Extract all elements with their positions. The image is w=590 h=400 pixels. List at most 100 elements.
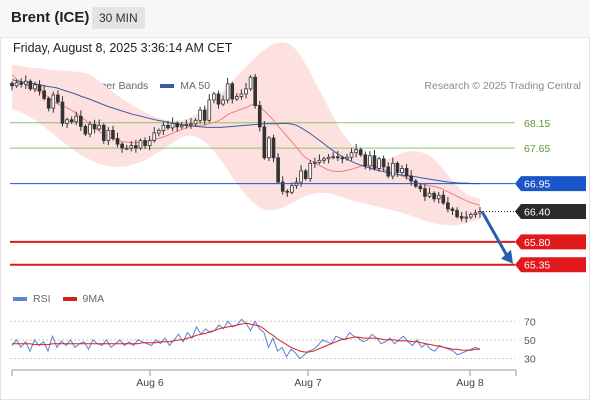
timeframe-button[interactable]: 30 MIN [92, 7, 145, 29]
candle-down [423, 188, 427, 197]
candle-down [404, 168, 409, 177]
candle-up [322, 158, 326, 161]
candle-down [418, 185, 423, 190]
legend-ma50: MA 50 [160, 80, 210, 92]
candle-up [377, 158, 381, 169]
candle-down [83, 125, 88, 135]
rsi-ma-line [12, 322, 480, 353]
candle-up [161, 124, 166, 131]
candle-down [285, 190, 290, 193]
support-label: 65.35 [524, 260, 550, 272]
candle-down [10, 82, 14, 87]
candle-up [345, 156, 349, 160]
candle-up [244, 88, 248, 95]
legend-rsi-ma: 9MA [62, 293, 105, 305]
candle-up [235, 96, 239, 100]
candle-down [46, 98, 51, 109]
candle-down [216, 93, 221, 105]
candle-up [129, 145, 134, 149]
candle-up [23, 80, 28, 85]
candle-down [166, 124, 170, 129]
candle-down [358, 149, 363, 156]
candle-down [450, 208, 455, 211]
candle-down [19, 82, 23, 85]
candle-down [381, 158, 386, 168]
candle-up [221, 99, 225, 105]
candle-up [147, 140, 152, 147]
candle-up [170, 122, 175, 129]
candle-up [124, 147, 129, 150]
candle-down [455, 210, 459, 217]
candle-up [198, 109, 202, 121]
candle-down [60, 101, 65, 124]
candle-down [253, 76, 257, 106]
rsi-ma-swatch [62, 297, 77, 301]
candle-up [354, 149, 358, 154]
candle-down [101, 124, 106, 141]
candle-down [363, 154, 368, 167]
candle-down [432, 192, 436, 200]
candle-up [106, 130, 111, 141]
candle-down [409, 175, 413, 182]
candle-up [391, 162, 395, 177]
timestamp: Friday, August 8, 2025 3:36:14 AM CET [13, 41, 233, 55]
candle-down [56, 94, 60, 103]
candle-down [280, 181, 285, 192]
candle-up [212, 93, 216, 101]
candle-up [290, 185, 294, 193]
candle-up [51, 94, 56, 109]
candle-up [239, 93, 244, 97]
candle-up [299, 170, 303, 183]
candle-up [267, 137, 271, 159]
candle-down [441, 194, 446, 204]
support-tag [515, 257, 586, 273]
last-label: 66.40 [524, 207, 550, 219]
candle-up [97, 124, 101, 130]
candle-up [179, 124, 184, 128]
resistance-label: 68.15 [524, 118, 550, 130]
candle-down [120, 143, 124, 149]
pivot-tag [515, 176, 586, 192]
candle-down [257, 105, 262, 128]
candle-down [271, 137, 276, 159]
ma50-swatch [160, 84, 175, 88]
legend-rsi-ma-label: 9MA [82, 293, 105, 305]
candle-up [74, 115, 79, 123]
candle-down [230, 83, 235, 100]
x-tick-label: Aug 8 [456, 377, 484, 389]
candle-up [88, 123, 92, 135]
candle-up [248, 76, 253, 90]
candle-down [372, 155, 377, 169]
candle-down [175, 122, 179, 128]
rsi-legend: RSI 9MA [13, 293, 116, 305]
support-tag [515, 234, 586, 250]
legend-ma50-label: MA 50 [180, 80, 211, 92]
candle-down [42, 90, 46, 99]
candle-up [138, 140, 143, 149]
candle-up [152, 132, 157, 141]
candle-up [469, 214, 473, 218]
candle-up [326, 156, 331, 160]
support-label: 65.80 [524, 237, 550, 249]
candle-up [207, 99, 212, 121]
candle-down [276, 157, 280, 183]
candle-up [14, 82, 19, 87]
rsi-line [11, 318, 481, 360]
candle-up [473, 212, 478, 215]
candle-up [184, 123, 189, 126]
candle-up [193, 119, 198, 125]
candle-up [368, 155, 372, 167]
candle-up [313, 161, 317, 164]
candle-down [335, 156, 340, 159]
candle-down [69, 119, 74, 123]
resistance-label: 67.65 [524, 143, 550, 155]
candle-down [28, 80, 33, 90]
candle-down [386, 166, 391, 177]
candle-down [303, 170, 308, 179]
last-price-tag [515, 204, 586, 220]
candle-down [37, 84, 42, 92]
candle-down [143, 140, 147, 147]
rsi-tick-label: 50 [524, 335, 536, 347]
candle-down [111, 130, 115, 139]
